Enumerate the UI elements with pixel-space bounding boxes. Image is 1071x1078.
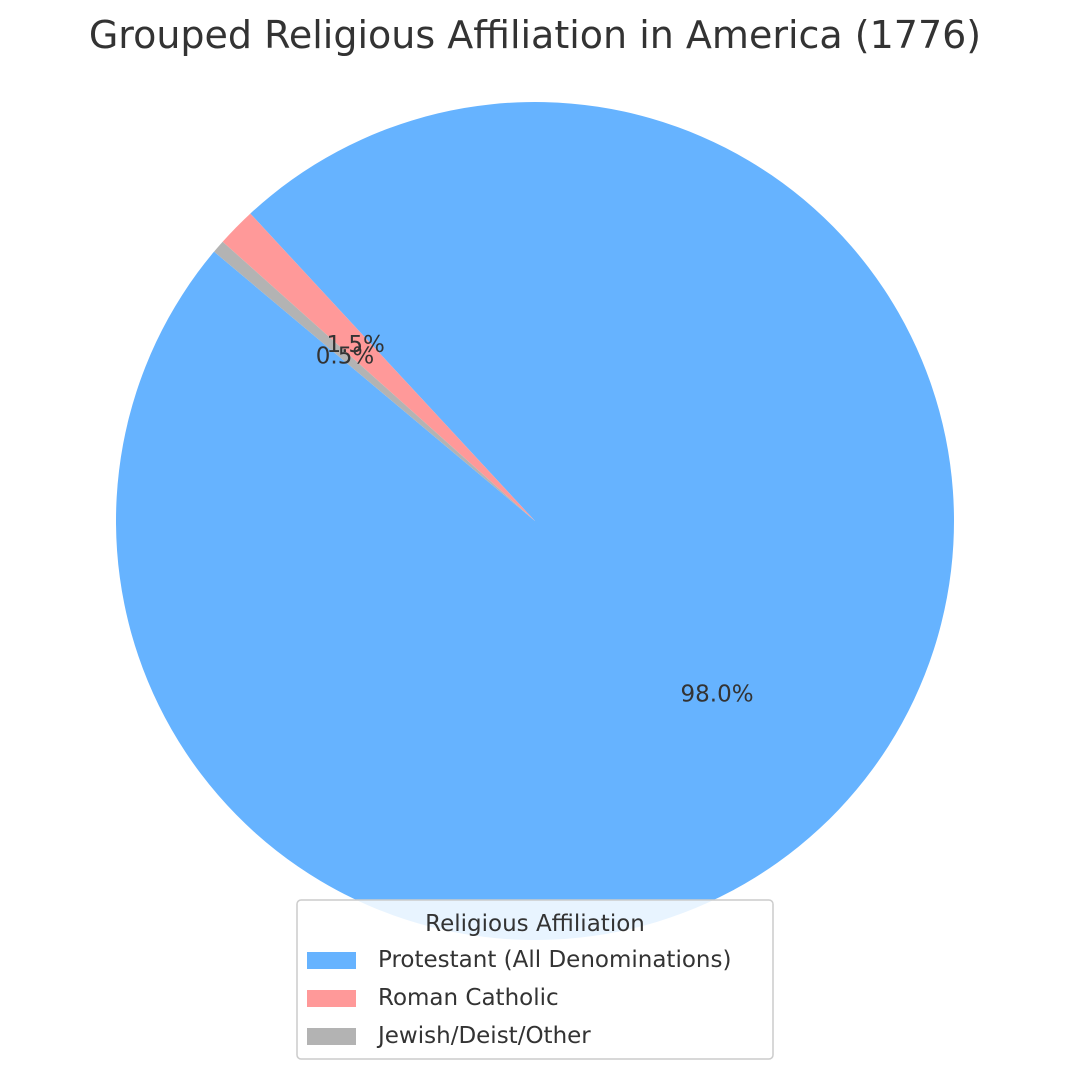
legend-title: Religious Affiliation (425, 911, 645, 937)
legend-swatch-protestant-all-denominations (307, 952, 356, 969)
pct-label-roman-catholic: 1.5% (326, 332, 384, 358)
legend-items: Protestant (All Denominations) Roman Cath… (307, 947, 731, 1049)
legend-frame (296, 899, 774, 1060)
legend-label-protestant-all-denominations: Protestant (All Denominations) (378, 947, 731, 973)
chart-title: Grouped Religious Affiliation in America… (89, 13, 981, 57)
pie-slices (115, 102, 955, 940)
legend: Religious Affiliation Protestant (All De… (296, 899, 774, 1060)
legend-swatch-roman-catholic (307, 990, 356, 1007)
pie-slice-roman-catholic (222, 213, 535, 521)
legend-label-jewish-deist-other: Jewish/Deist/Other (376, 1023, 591, 1049)
legend-label-roman-catholic: Roman Catholic (378, 985, 559, 1011)
legend-swatch-jewish-deist-other (307, 1028, 356, 1045)
pct-label-protestant-all-denominations: 98.0% (681, 681, 754, 707)
pie-slice-jewish-deist-other (214, 241, 535, 521)
pct-label-jewish-deist-other: 0.5% (316, 343, 374, 369)
pie-percent-labels: 98.0% 1.5%0.5% (316, 332, 754, 708)
